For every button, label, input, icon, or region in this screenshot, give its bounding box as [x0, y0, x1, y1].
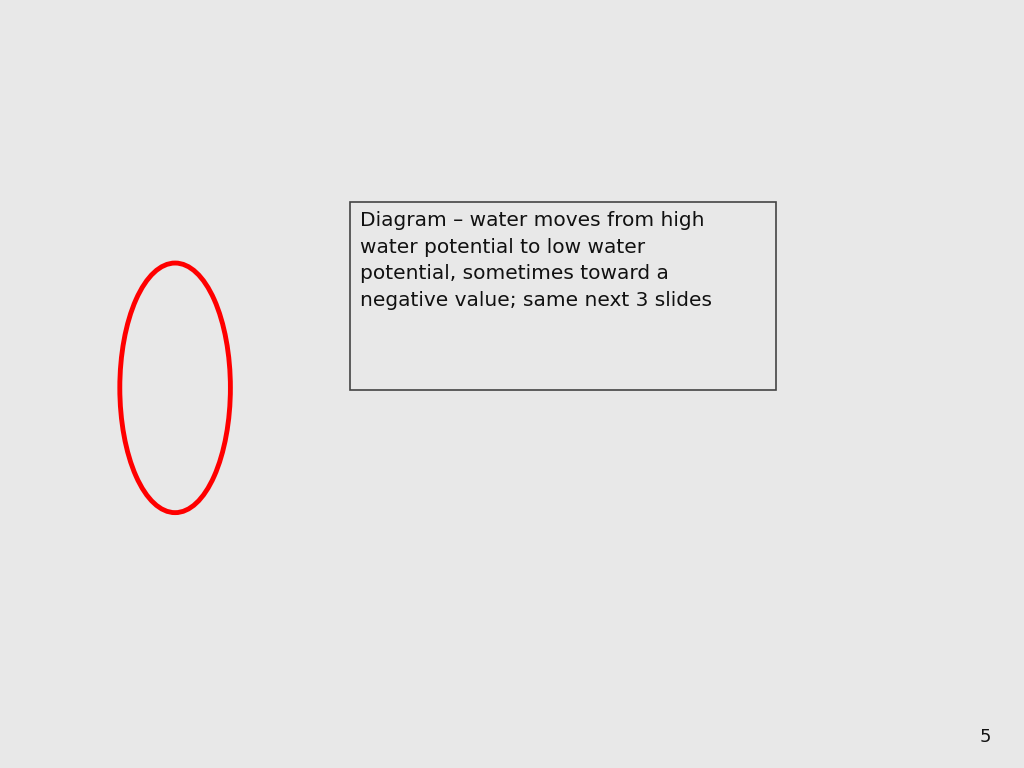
FancyBboxPatch shape [350, 202, 776, 390]
Text: Diagram – water moves from high
water potential to low water
potential, sometime: Diagram – water moves from high water po… [360, 211, 713, 310]
Text: 5: 5 [980, 729, 991, 746]
